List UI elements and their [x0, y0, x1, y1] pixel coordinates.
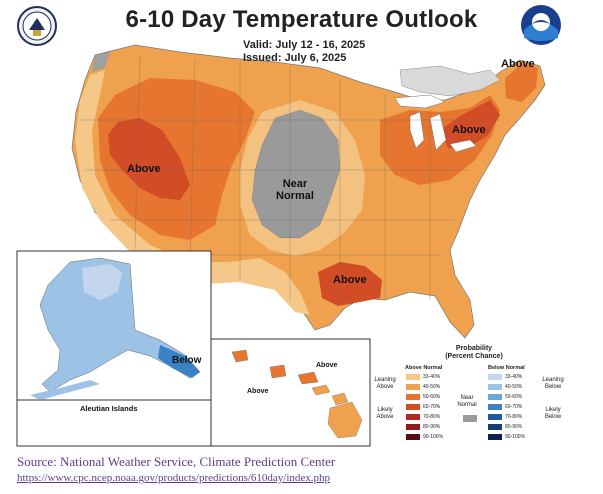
source-text: Source: National Weather Service, Climat…	[17, 454, 336, 469]
legend-below-label: 90-100%	[505, 433, 526, 440]
label-alaska-below: Below	[172, 355, 202, 366]
legend-above-row: 60-70%	[406, 403, 440, 410]
legend-below-row: 33-40%	[488, 373, 522, 380]
legend-above-swatch	[406, 413, 420, 420]
legend-below-label: 40-50%	[505, 383, 523, 390]
legend-below-swatch	[488, 383, 502, 390]
legend-title: Probability (Percent Chance)	[370, 345, 578, 361]
legend-above-row: 40-50%	[406, 383, 440, 390]
legend-below-row: 80-90%	[488, 423, 522, 430]
page-title: 6-10 Day Temperature Outlook	[125, 6, 478, 33]
region-above-west-core	[108, 118, 190, 200]
legend-leaning-above: Leaning Above	[374, 377, 396, 390]
legend-title-line1: Probability	[455, 345, 493, 352]
noaa-logo	[520, 4, 562, 46]
legend-below-swatch	[488, 373, 502, 380]
label-near-normal: Near Normal	[276, 178, 314, 202]
legend-below-row: 50-60%	[488, 393, 522, 400]
region-near-normal-northwest	[92, 52, 110, 72]
legend-below-swatch	[488, 413, 502, 420]
legend-above-swatch	[406, 433, 420, 440]
probability-legend: Probability (Percent Chance) Above Norma…	[370, 345, 578, 448]
legend-below-swatch	[488, 393, 502, 400]
legend-below-row: 40-50%	[488, 383, 522, 390]
legend-above-row: 80-90%	[406, 423, 440, 430]
alaska-north-leaning	[82, 264, 122, 300]
label-aleutian-islands: Aleutian Islands	[80, 404, 138, 413]
legend-below-header: Below Normal	[488, 365, 525, 371]
label-hawaii-above-1: Above	[316, 362, 338, 369]
legend-above-row: 50-60%	[406, 393, 440, 400]
alaska-southeast-below	[158, 345, 200, 378]
legend-above-swatch	[406, 383, 420, 390]
legend-below-row: 90-100%	[488, 433, 525, 440]
label-gulf-above: Above	[333, 274, 367, 286]
legend-likely-below: Likely Below	[544, 407, 562, 420]
legend-above-swatch	[406, 373, 420, 380]
issued-date: Issued: July 6, 2025	[243, 52, 347, 64]
canada-landmass	[399, 65, 501, 97]
legend-below-swatch	[488, 423, 502, 430]
legend-above-label: 80-90%	[423, 423, 441, 430]
legend-below-row: 70-80%	[488, 413, 522, 420]
great-lakes	[394, 94, 477, 153]
label-maine-above: Above	[501, 58, 535, 70]
legend-below-label: 60-70%	[505, 403, 523, 410]
state-boundaries	[80, 54, 500, 300]
legend-below-row: 60-70%	[488, 403, 522, 410]
label-northeast-above: Above	[452, 124, 486, 136]
legend-above-label: 90-100%	[423, 433, 444, 440]
label-near-normal-line1: Near	[282, 178, 308, 190]
legend-above-label: 40-50%	[423, 383, 441, 390]
legend-above-swatch	[406, 423, 420, 430]
legend-above-header: Above Normal	[405, 365, 443, 371]
legend-below-label: 33-40%	[505, 373, 523, 380]
region-above-maine	[505, 64, 538, 102]
legend-below-label: 70-80%	[505, 413, 523, 420]
hawaii-islands	[231, 349, 363, 439]
region-leaning-above-plains	[240, 100, 365, 256]
doc-seal-logo	[17, 6, 57, 46]
legend-below-label: 80-90%	[505, 423, 523, 430]
region-above-northeast-core	[440, 100, 500, 148]
legend-above-row: 90-100%	[406, 433, 443, 440]
region-above-gulf-coast	[318, 262, 382, 306]
legend-above-swatch	[406, 403, 420, 410]
label-hawaii-above-2: Above	[247, 388, 269, 395]
source-url-link[interactable]: https://www.cpc.ncep.noaa.gov/products/p…	[17, 472, 331, 484]
legend-below-swatch	[488, 433, 502, 440]
date-info: Valid: July 12 - 16, 2025 Issued: July 6…	[243, 39, 365, 65]
legend-above-row: 33-40%	[406, 373, 440, 380]
legend-near-normal-swatch	[463, 415, 477, 422]
label-west-above: Above	[127, 163, 161, 175]
legend-above-row: 70-80%	[406, 413, 440, 420]
legend-likely-above: Likely Above	[376, 407, 394, 420]
aleutian-chain	[30, 380, 100, 400]
legend-above-label: 50-60%	[423, 393, 441, 400]
legend-above-swatch	[406, 393, 420, 400]
legend-below-swatch	[488, 403, 502, 410]
legend-near-normal-label: Near Normal	[457, 395, 477, 408]
legend-above-label: 33-40%	[423, 373, 441, 380]
legend-title-line2: (Percent Chance)	[445, 353, 503, 360]
valid-dates: Valid: July 12 - 16, 2025	[243, 39, 366, 51]
legend-above-label: 60-70%	[423, 403, 441, 410]
label-near-normal-line2: Normal	[276, 190, 314, 202]
legend-above-label: 70-80%	[423, 413, 441, 420]
legend-below-label: 50-60%	[505, 393, 523, 400]
legend-leaning-below: Leaning Below	[542, 377, 564, 390]
